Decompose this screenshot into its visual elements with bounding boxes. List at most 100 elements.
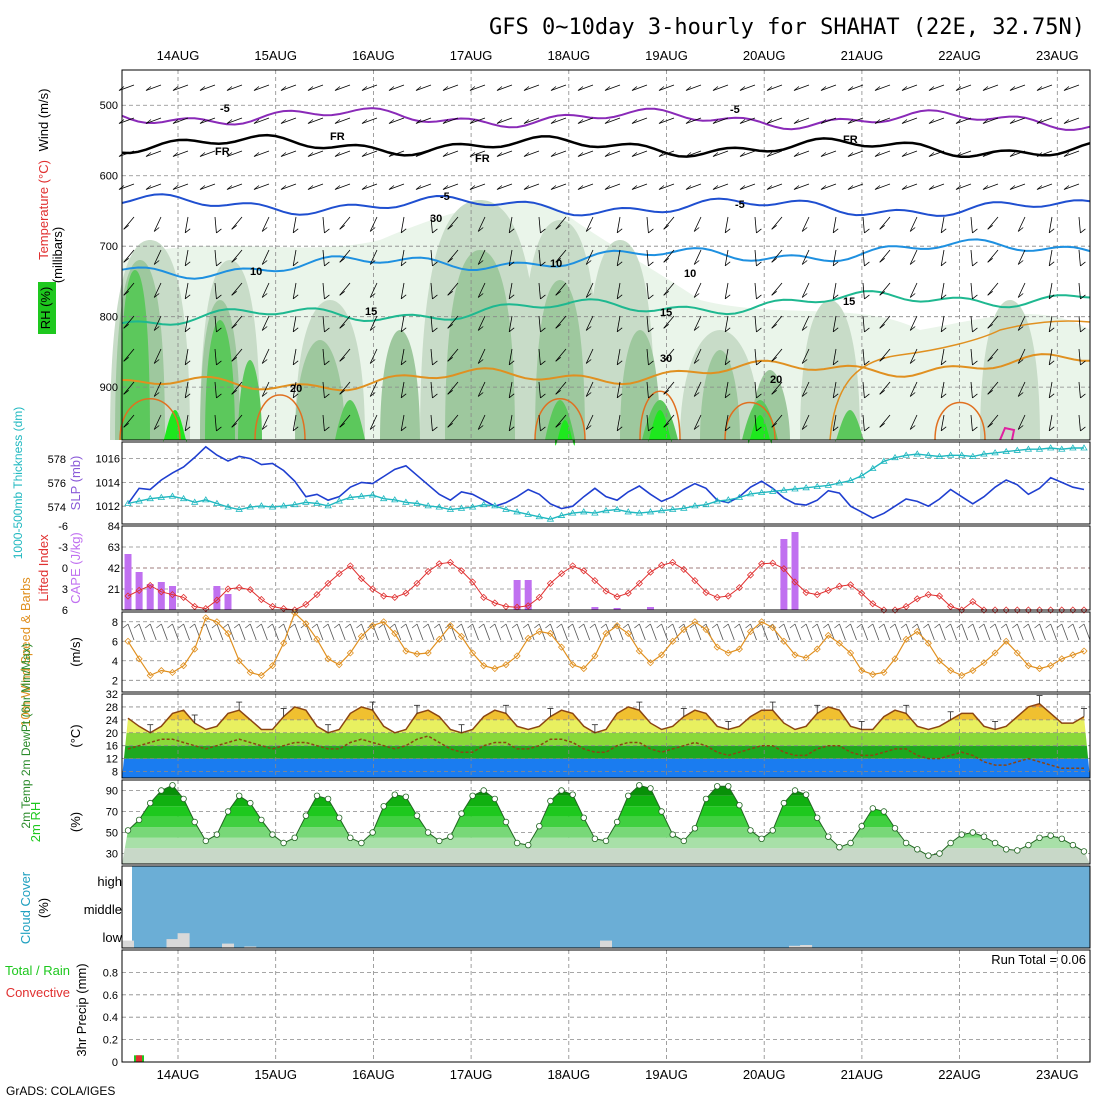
wind-barb-flag [820, 86, 827, 91]
wind-barb-staff [261, 381, 270, 397]
wind-barb-staff [820, 117, 837, 124]
wind-speed-point [1058, 655, 1066, 663]
wind-barb-staff [646, 414, 649, 431]
wind-barb-staff [415, 84, 432, 91]
wind-barb-staff [1048, 282, 1053, 299]
wind-barb-staff [832, 414, 837, 431]
surface-barb-flag [556, 623, 562, 629]
wind-barb-flag [693, 293, 700, 298]
rh-point [480, 787, 487, 794]
rh-point [502, 818, 510, 826]
wind-barb-staff [970, 216, 973, 233]
wind-barb-flag [339, 389, 345, 395]
wind-barb-staff [231, 381, 243, 395]
wind-barb-flag [658, 152, 665, 157]
cape-bar [647, 607, 654, 610]
surface-barb-staff [638, 623, 646, 641]
wind-barb-staff [955, 150, 972, 157]
lifted-index-point [802, 588, 810, 597]
wind-barb-staff [766, 117, 783, 124]
bottom-date-tick: 21AUG [841, 1067, 884, 1082]
thickness-point [680, 504, 688, 511]
wind-barb-staff [1048, 414, 1053, 431]
thickness-point [268, 503, 277, 510]
y-tick-label: 4 [112, 656, 118, 668]
surface-barb-flag [156, 623, 162, 629]
wind-speed-point [268, 662, 277, 670]
slp-series [124, 444, 1088, 522]
wind-speed-point [424, 649, 432, 657]
wind-barb-staff [199, 150, 216, 157]
wind-barb-flag [631, 152, 638, 157]
wind-barb-staff [862, 249, 865, 266]
wind-barb-staff [280, 117, 297, 124]
wind-barb-flag [940, 228, 947, 234]
wind-barb-staff [555, 381, 567, 395]
wind-barb-flag [261, 392, 268, 397]
wind-barb-flag [324, 228, 330, 234]
wind-barb-staff [261, 249, 270, 265]
cape-bar [157, 582, 165, 610]
contour-label: 10 [684, 268, 696, 280]
wind-barb-staff [724, 348, 729, 365]
wind-barb-staff [184, 216, 189, 233]
wind-barb-flag [292, 393, 299, 399]
wind-barb-staff [658, 150, 675, 157]
wind-barb-flag [1080, 261, 1086, 267]
wind-barb-staff [280, 84, 297, 91]
wind-barb-staff [909, 216, 918, 232]
bottom-date-tick: 15AUG [254, 1067, 297, 1082]
y-tick-label: 0.8 [103, 967, 118, 979]
wind-barb-staff [496, 84, 513, 91]
wind-barb-flag [739, 86, 746, 91]
wind-barb-flag [874, 119, 881, 124]
wind-barb-flag [361, 185, 368, 190]
wind-barb-flag [756, 426, 762, 432]
wind-barb-staff [982, 84, 999, 91]
temperature-band [122, 745, 1090, 759]
lifted-index-point [302, 600, 310, 608]
wind-barb-flag [864, 393, 870, 399]
wind-barb-flag [307, 119, 314, 124]
thickness-point [846, 476, 855, 483]
lifted-index-point [213, 596, 221, 604]
wind-barb-flag [693, 359, 700, 364]
rh-point [791, 787, 799, 794]
wind-barb-staff [771, 348, 783, 362]
rh-point [602, 837, 610, 845]
wind-barb-staff [616, 216, 621, 233]
wind-barb-staff [447, 315, 459, 329]
rh-point [324, 795, 332, 803]
wind-barb-flag [447, 389, 453, 395]
wind-barb-flag [361, 119, 368, 124]
wind-barb-staff [832, 381, 837, 398]
surface-barb-flag [589, 623, 596, 629]
wind-barb-staff [862, 381, 865, 398]
wind-barb-staff [663, 216, 675, 230]
wind-speed-point [135, 655, 143, 663]
surface-barb-staff [1083, 623, 1091, 641]
wind-barb-flag [832, 426, 839, 432]
wind-barb-flag [400, 294, 407, 300]
wind-barb-flag [253, 119, 260, 124]
wind-barb-flag [226, 185, 233, 190]
thickness-point [935, 452, 944, 459]
cape-axis-label: CAPE (J/kg) [68, 532, 83, 604]
lifted-index-point [357, 574, 366, 583]
wind-barb-staff [261, 315, 270, 331]
wind-barb-staff [616, 282, 621, 299]
wind-barb-flag [724, 327, 731, 333]
thickness-point [402, 498, 410, 505]
thickness-point [791, 485, 799, 492]
cloud-axis-label: Cloud Cover [18, 871, 33, 944]
wind-barb-staff [1017, 282, 1026, 298]
thickness-point [958, 451, 966, 458]
wind-barb-flag [361, 152, 368, 157]
wind-barb-staff [550, 117, 567, 124]
wind-barb-staff [477, 414, 486, 430]
lifted-index-point [235, 584, 243, 592]
wind-barb-flag [982, 119, 989, 124]
wind-barb-staff [538, 315, 541, 332]
wind-barb-staff [214, 414, 217, 431]
wind-barb-flag [1048, 261, 1055, 267]
